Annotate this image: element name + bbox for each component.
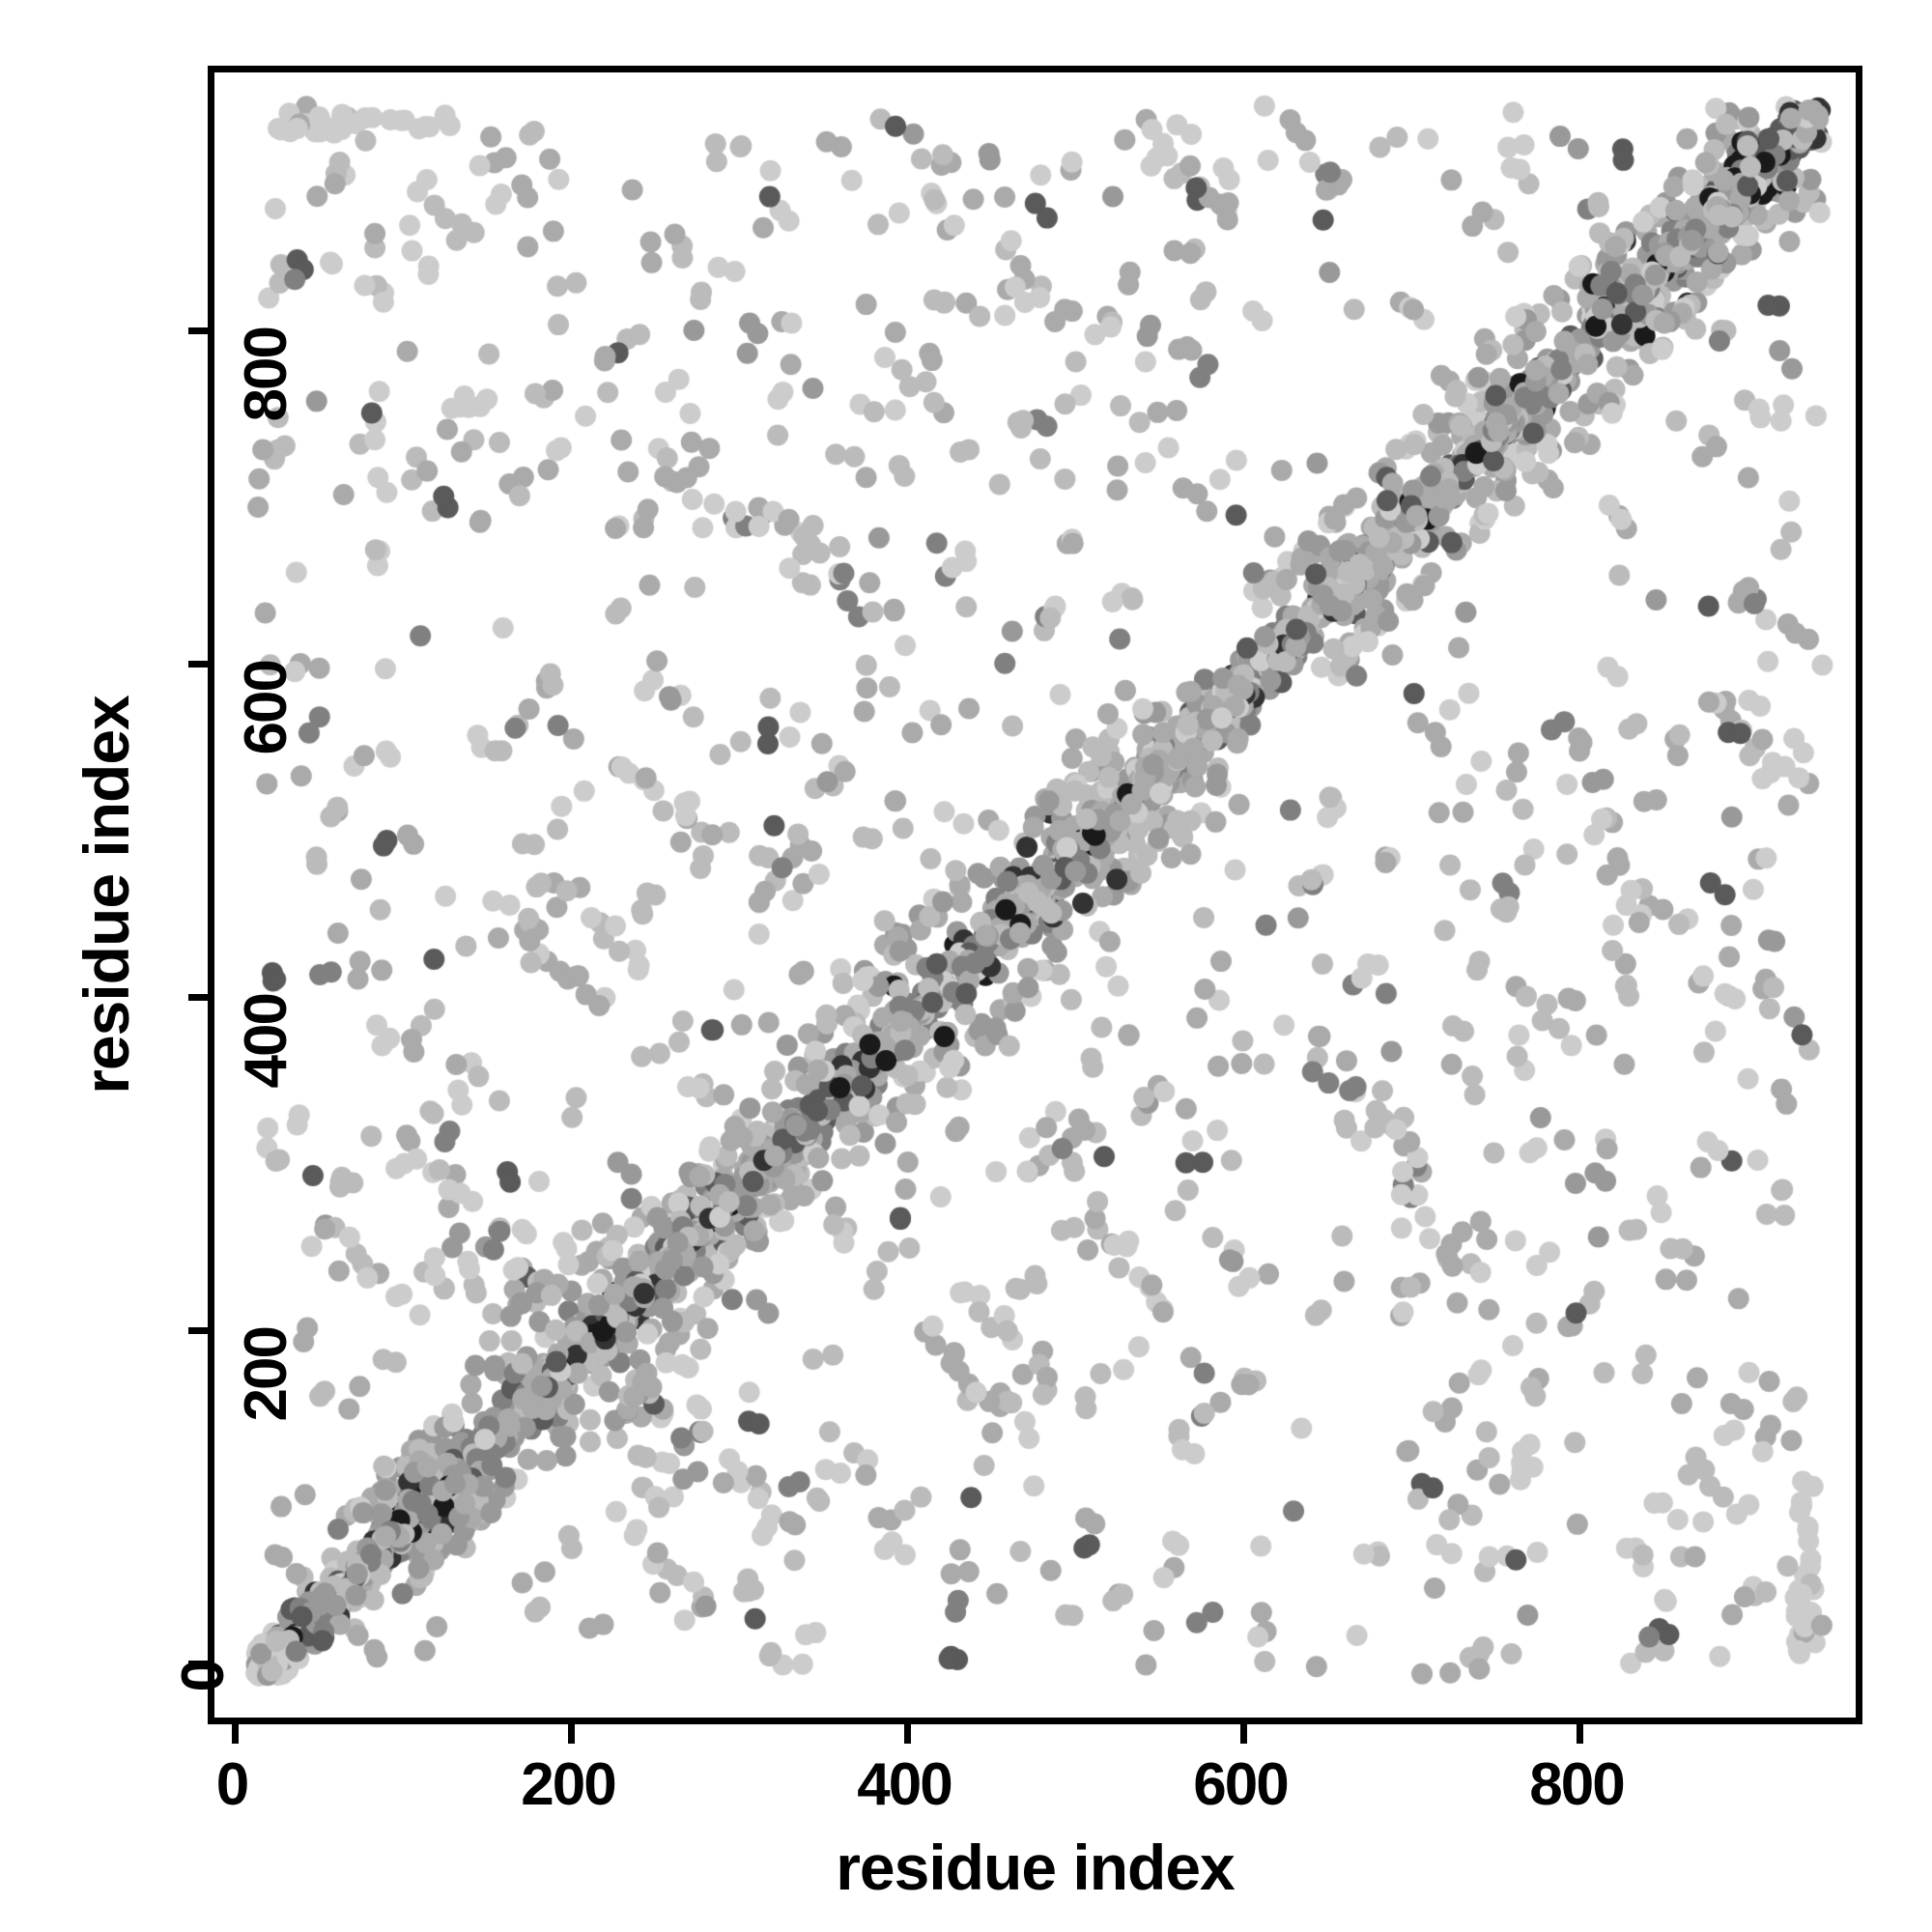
y-tick-200 (188, 1327, 208, 1334)
x-ticklabel-200: 200 (521, 1751, 616, 1818)
x-ticklabel-0: 0 (215, 1751, 250, 1818)
x-ticklabel-600: 600 (1193, 1751, 1289, 1818)
y-tick-0 (188, 1661, 208, 1667)
x-tick-0 (232, 1724, 239, 1744)
y-ticklabel-600: 600 (232, 661, 299, 755)
plot-area (208, 66, 1862, 1724)
x-ticklabel-400: 400 (857, 1751, 952, 1818)
y-tick-400 (188, 994, 208, 1001)
x-tick-200 (568, 1724, 575, 1744)
y-axis-label: residue index (71, 696, 142, 1094)
scatter-plot-canvas (214, 72, 1856, 1718)
y-ticklabel-0: 0 (169, 1661, 237, 1692)
y-tick-600 (188, 661, 208, 668)
x-tick-600 (1240, 1724, 1247, 1744)
y-tick-800 (188, 327, 208, 334)
y-ticklabel-400: 400 (232, 994, 299, 1089)
x-ticklabel-800: 800 (1529, 1751, 1625, 1818)
x-tick-800 (1577, 1724, 1583, 1744)
x-axis-label: residue index (836, 1832, 1236, 1903)
y-ticklabel-800: 800 (232, 327, 299, 422)
x-tick-400 (904, 1724, 911, 1744)
y-ticklabel-200: 200 (232, 1327, 299, 1422)
